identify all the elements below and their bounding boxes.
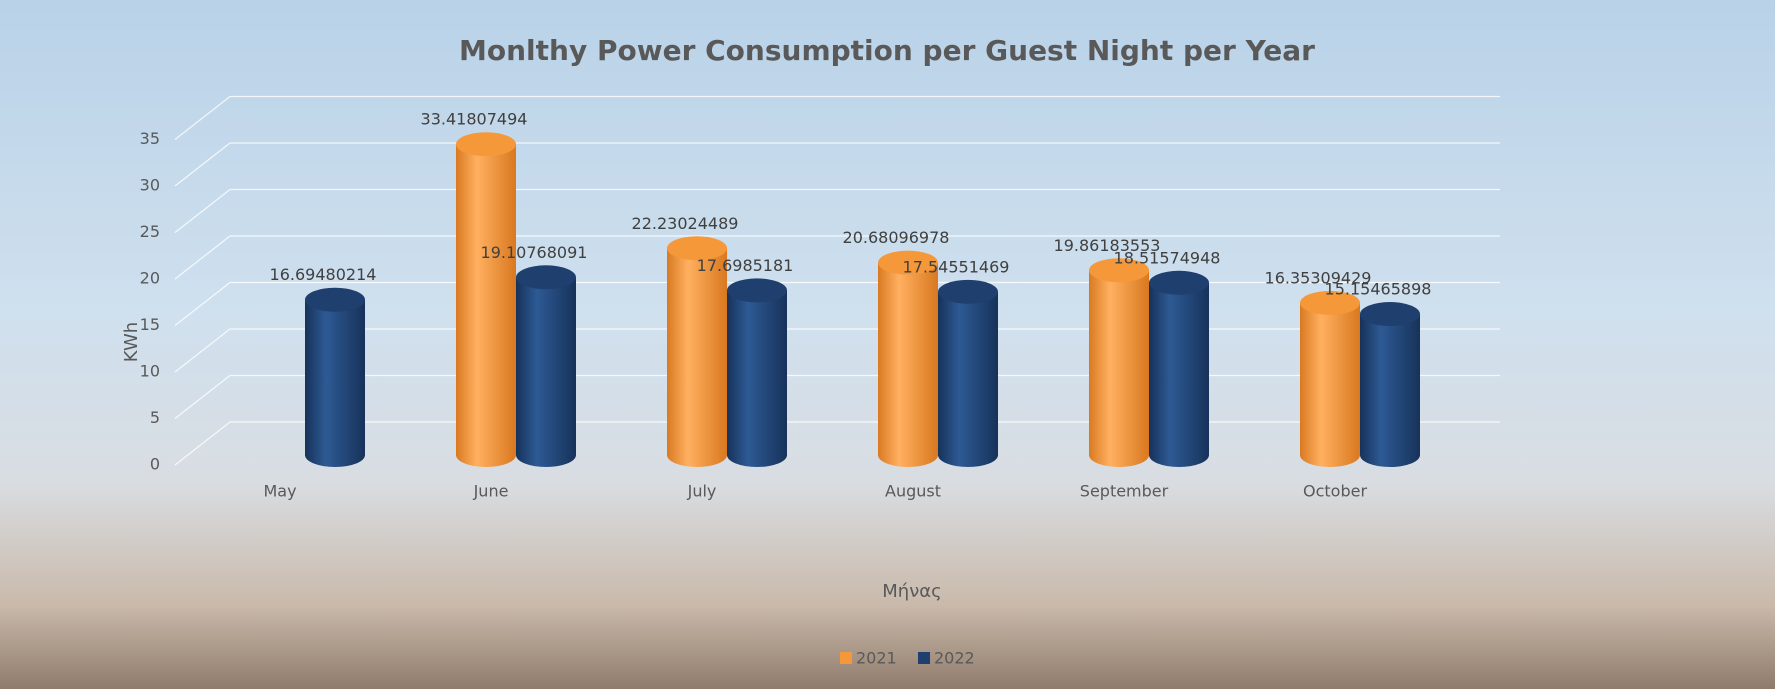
grid-line (175, 143, 1500, 186)
x-tick-label: May (263, 482, 296, 501)
legend-swatch (918, 652, 930, 664)
cylinder-top (938, 280, 998, 304)
cylinder-top (305, 288, 365, 312)
bar (727, 278, 787, 467)
cylinder-body (878, 263, 938, 467)
grid-line (175, 97, 1500, 140)
bar (1300, 291, 1360, 467)
bar (1089, 258, 1149, 467)
cylinder-top (456, 132, 516, 156)
bar (1149, 271, 1209, 467)
bar (1360, 302, 1420, 467)
data-label: 16.69480214 (270, 265, 377, 284)
data-label: 33.41807494 (421, 110, 528, 129)
y-tick-label: 30 (140, 176, 160, 195)
cylinder-body (938, 292, 998, 467)
cylinder-body (1089, 270, 1149, 467)
x-axis-title: Μήνας (882, 581, 941, 602)
cylinder-body (1360, 314, 1420, 467)
y-tick-label: 20 (140, 269, 160, 288)
bar (516, 265, 576, 467)
x-tick-label: July (687, 482, 717, 501)
y-tick-label: 10 (140, 362, 160, 381)
data-label: 15.15465898 (1325, 280, 1432, 299)
bar (938, 280, 998, 467)
data-label: 20.68096978 (843, 228, 950, 247)
x-tick-label: August (885, 482, 941, 501)
bar (305, 288, 365, 467)
y-tick-label: 15 (140, 315, 160, 334)
y-tick-label: 0 (150, 455, 160, 474)
cylinder-top (727, 278, 787, 302)
grid-line (175, 190, 1500, 233)
bar (456, 132, 516, 467)
cylinder-body (1149, 283, 1209, 467)
cylinder-body (727, 290, 787, 467)
chart: Monlthy Power Consumption per Guest Nigh… (0, 0, 1775, 689)
x-tick-label: September (1080, 482, 1169, 501)
data-label: 22.23024489 (632, 214, 739, 233)
cylinder-top (516, 265, 576, 289)
legend-label: 2022 (934, 649, 975, 668)
data-label: 17.54551469 (903, 257, 1010, 276)
chart-title: Monlthy Power Consumption per Guest Nigh… (459, 34, 1315, 67)
legend-swatch (840, 652, 852, 664)
cylinder-body (1300, 303, 1360, 467)
x-tick-label: October (1303, 482, 1367, 501)
y-tick-label: 35 (140, 129, 160, 148)
x-tick-label: June (473, 482, 509, 501)
cylinder-body (456, 144, 516, 467)
data-label: 17.6985181 (697, 256, 794, 275)
y-tick-label: 25 (140, 222, 160, 241)
cylinder-top (1360, 302, 1420, 326)
cylinder-body (667, 248, 727, 467)
cylinder-body (305, 300, 365, 467)
page: {"chart_data": {"type": "bar3d", "title"… (0, 0, 1775, 689)
y-tick-label: 5 (150, 408, 160, 427)
cylinder-body (516, 277, 576, 467)
data-label: 19.10768091 (481, 243, 588, 262)
legend-label: 2021 (856, 649, 897, 668)
data-label: 18.51574948 (1114, 248, 1221, 267)
cylinder-top (1149, 271, 1209, 295)
bar (878, 251, 938, 467)
